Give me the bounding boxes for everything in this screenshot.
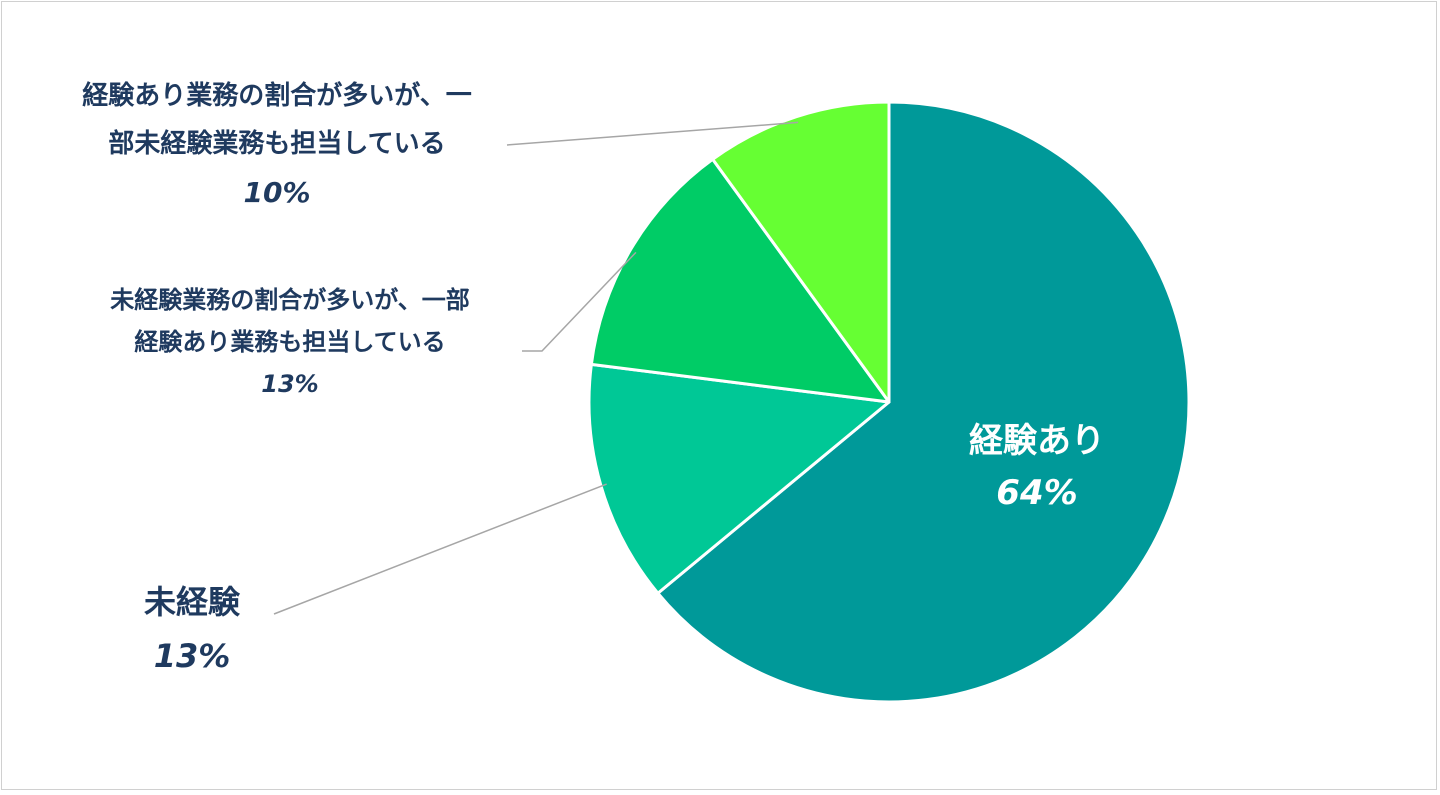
slice-mikeiken-majority [589,157,891,404]
slice-keiken-majority [711,100,891,404]
leader-lines [273,121,799,615]
slice-label-keiken-ari: 経験あり [969,421,1105,461]
slice-label-mikeiken-majority-line1: 未経験業務の割合が多いが、一部 [110,286,470,314]
slice-value-mikeiken-majority: 13% [261,370,318,398]
slice-label-keiken-majority-line2: 部未経験業務も担当している [108,128,445,159]
pie-slices [587,100,1191,704]
slice-keiken-ari [656,100,1191,704]
slice-labels: 経験あり 64% 未経験 13% 未経験業務の割合が多いが、一部 経験あり業務も… [82,80,1105,675]
slice-label-mikeiken-majority-line2: 経験あり業務も担当している [134,328,445,356]
slice-value-mikeiken: 13% [154,637,231,675]
leader-line-mikeiken-majority [522,251,637,352]
slice-value-keiken-majority: 10% [243,176,310,209]
slice-label-mikeiken: 未経験 [144,583,241,621]
leader-line-mikeiken [273,483,607,615]
slice-value-keiken-ari: 64% [996,473,1077,513]
slice-label-keiken-majority-line1: 経験あり業務の割合が多いが、一 [82,80,471,111]
leader-line-keiken-majority [506,121,799,146]
